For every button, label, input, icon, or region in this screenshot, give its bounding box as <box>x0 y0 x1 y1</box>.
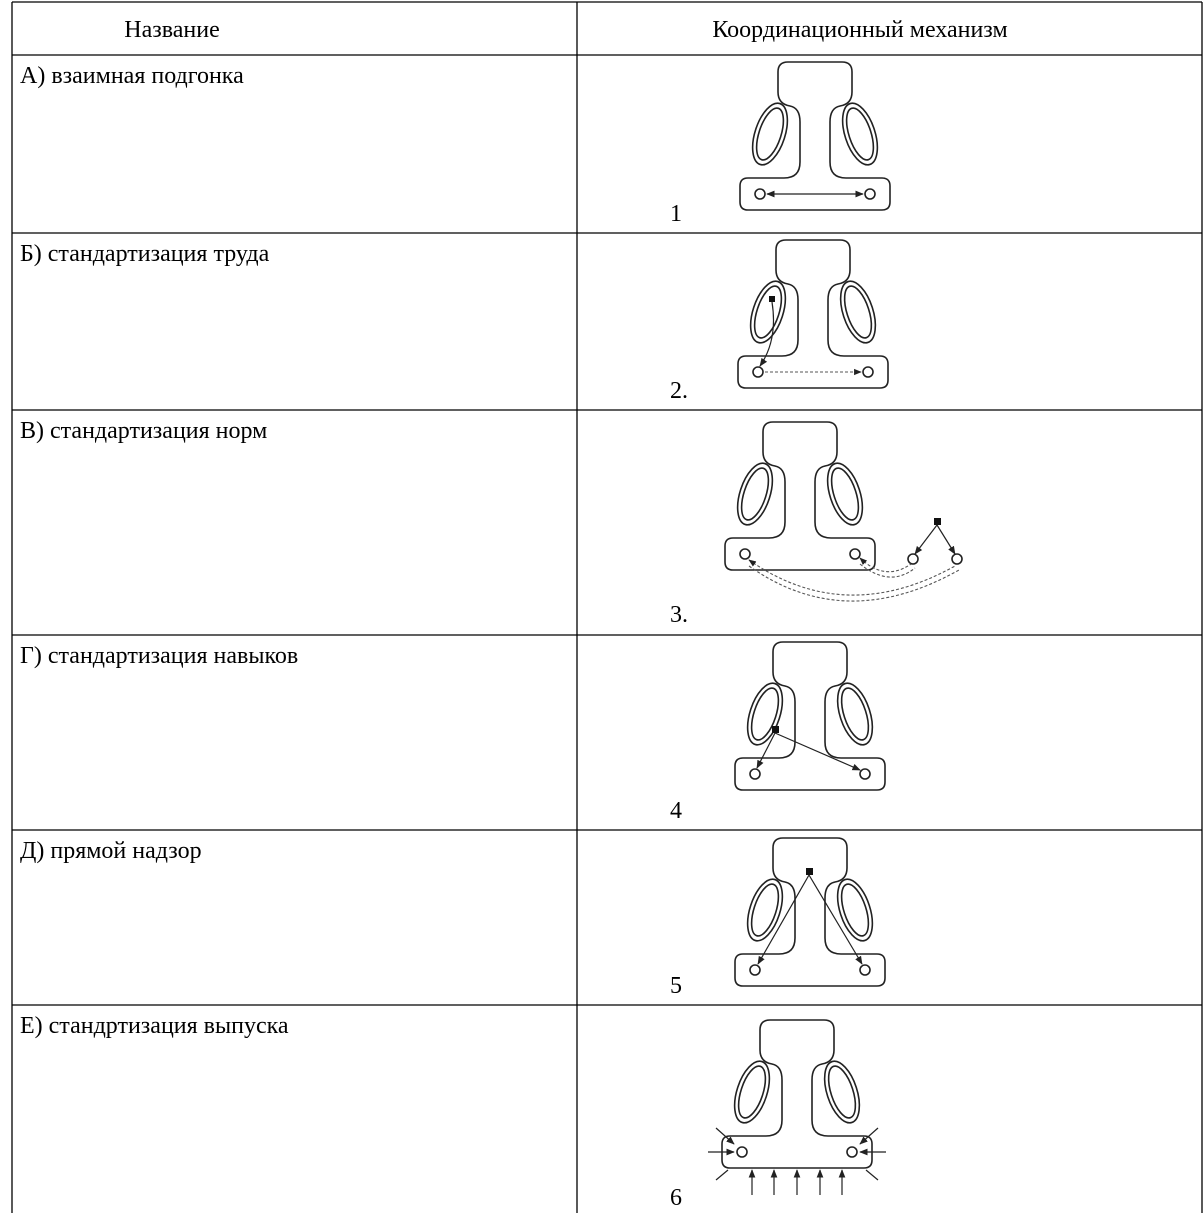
mechanism-number: 3. <box>670 602 688 628</box>
name-cell: Г) стандартизация навыков <box>20 643 298 669</box>
mechanism-number: 4 <box>670 798 682 824</box>
diagram-4 <box>734 641 886 791</box>
header-cell: Координационный механизм <box>712 17 1007 43</box>
diagram-2 <box>737 239 889 389</box>
table-text: Название Координационный механизм А) взаим… <box>20 17 1008 1211</box>
mechanism-number: 6 <box>670 1185 682 1211</box>
name-cell: Б) стандартизация труда <box>20 241 270 267</box>
name-cell: А) взаимная подгонка <box>20 63 244 89</box>
mechanism-number: 5 <box>670 973 682 999</box>
table-grid <box>11 1 1203 1213</box>
mechanism-number: 1 <box>670 201 682 227</box>
diagram-6 <box>708 1019 886 1195</box>
header-cell: Название <box>124 17 219 43</box>
name-cell: В) стандартизация норм <box>20 418 267 444</box>
mechanism-number: 2. <box>670 378 688 404</box>
diagram-1 <box>739 61 891 211</box>
diagram-3 <box>724 421 963 602</box>
diagram-5 <box>734 837 886 987</box>
name-cell: Д) прямой надзор <box>20 838 202 864</box>
name-cell: Е) стандртизация выпуска <box>20 1013 289 1039</box>
